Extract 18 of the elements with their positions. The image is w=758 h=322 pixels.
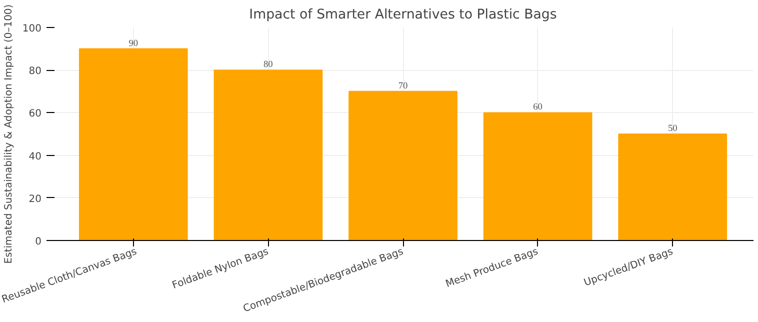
bar xyxy=(78,48,188,240)
data-label: 90 xyxy=(128,38,138,49)
y-tick-label: 40 xyxy=(28,151,42,162)
chart-title: Impact of Smarter Alternatives to Plastic Bags xyxy=(249,8,557,22)
y-tick-label: 20 xyxy=(28,194,42,205)
y-tick-label: 80 xyxy=(28,66,42,78)
bar xyxy=(214,70,323,240)
data-label: 70 xyxy=(398,81,408,92)
bar xyxy=(348,90,458,240)
y-tick-label: 60 xyxy=(28,108,42,120)
data-label: 60 xyxy=(533,102,543,113)
y-axis-title: Estimated Sustainability & Adoption Impact (0–100) xyxy=(3,4,14,264)
bar xyxy=(618,134,728,240)
y-tick-label: 0 xyxy=(35,236,42,248)
y-tick-label: 100 xyxy=(22,24,42,34)
data-label: 50 xyxy=(668,124,678,134)
bar xyxy=(483,112,592,240)
data-label: 80 xyxy=(264,60,274,70)
